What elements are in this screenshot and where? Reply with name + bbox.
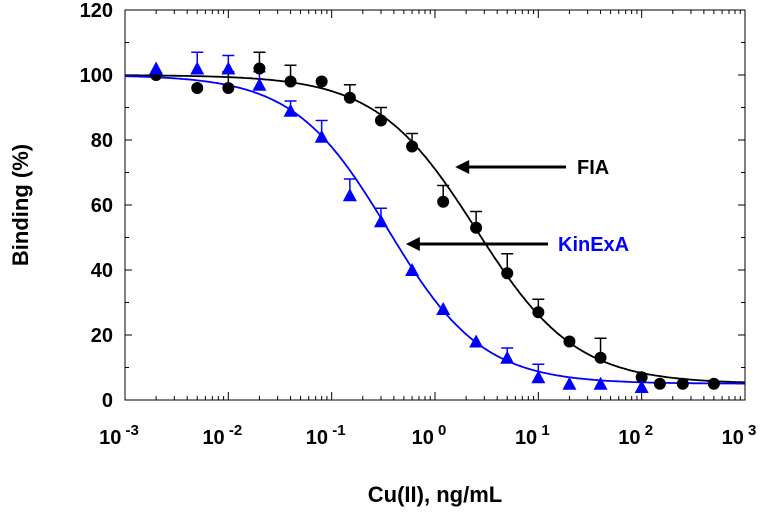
error-bars (191, 51, 607, 378)
point-kinexa (221, 61, 236, 75)
point-kinexa (314, 129, 329, 143)
y-tick-labels: 0 20 40 60 80 100 120 (80, 0, 113, 412)
point-kinexa (531, 370, 546, 384)
plot-frame (124, 9, 746, 401)
y-tick-label: 60 (91, 195, 113, 217)
fit-curve-fia (125, 74, 746, 384)
annotations: FIA KinExA (405, 157, 629, 256)
point-fia (222, 82, 235, 94)
y-tick-label: 80 (91, 130, 113, 152)
point-fia (501, 267, 514, 280)
annotation-label-fia: FIA (577, 157, 609, 179)
point-fia (437, 195, 450, 208)
x-tick-label: 10 1 (515, 422, 550, 449)
point-fia (676, 377, 689, 390)
x-tick-label: 10 2 (618, 422, 653, 449)
data-points (149, 61, 720, 393)
point-kinexa (405, 263, 420, 276)
point-fia (315, 75, 328, 88)
point-kinexa (149, 61, 164, 75)
point-fia (191, 82, 204, 94)
point-kinexa (252, 77, 267, 91)
point-kinexa (436, 302, 451, 315)
x-tick-labels: 10 -3 10 -2 10 -1 10 0 10 1 10 2 10 3 (99, 422, 756, 449)
point-fia (406, 140, 419, 153)
point-kinexa (500, 350, 515, 364)
point-fia (470, 221, 483, 234)
y-tick-label: 100 (80, 65, 113, 87)
point-kinexa (283, 103, 298, 117)
x-tick-label: 10 3 (722, 422, 757, 449)
point-fia (253, 62, 266, 75)
point-fia (635, 371, 648, 384)
annotation-arrowhead (455, 160, 470, 174)
point-fia (707, 377, 720, 390)
tick-marks (124, 9, 746, 401)
y-tick-label: 40 (91, 260, 113, 282)
y-tick-label: 120 (80, 0, 113, 22)
fit-curves (125, 74, 746, 385)
x-tick-label: 10 -1 (306, 422, 346, 449)
x-tick-label: 10 -2 (202, 422, 242, 449)
x-tick-label: 10 0 (412, 422, 447, 449)
y-tick-label: 0 (102, 390, 113, 412)
point-fia (284, 75, 297, 88)
point-kinexa (469, 334, 484, 348)
point-kinexa (373, 214, 388, 228)
point-fia (343, 91, 356, 104)
point-fia (653, 377, 666, 390)
point-fia (563, 335, 576, 348)
point-kinexa (190, 61, 205, 75)
point-kinexa (593, 376, 608, 390)
fit-curve-kinexa (125, 75, 745, 385)
y-tick-label: 20 (91, 325, 113, 347)
point-fia (594, 351, 607, 364)
annotation-label-kinexa: KinExA (558, 234, 629, 256)
point-kinexa (634, 380, 649, 393)
point-kinexa (342, 188, 357, 202)
point-fia (532, 306, 545, 319)
y-axis-title: Binding (%) (8, 144, 33, 266)
annotation-arrowhead (405, 237, 420, 251)
x-tick-label: 10 -3 (99, 422, 139, 449)
point-fia (374, 114, 387, 127)
x-axis-title: Cu(II), ng/mL (368, 482, 502, 507)
point-kinexa (562, 376, 577, 390)
